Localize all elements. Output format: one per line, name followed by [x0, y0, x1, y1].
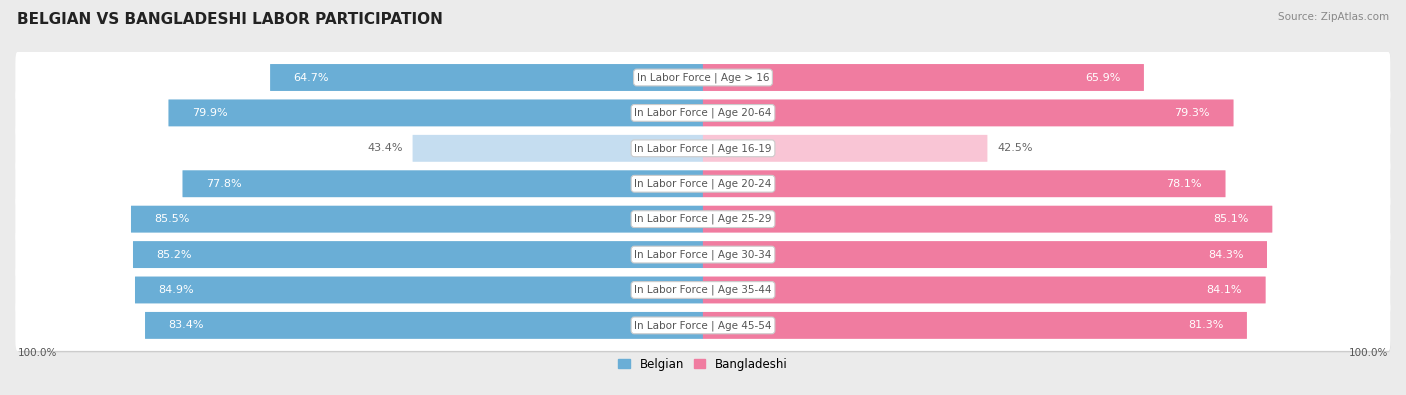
FancyBboxPatch shape: [15, 194, 1391, 245]
FancyBboxPatch shape: [703, 170, 1226, 197]
Text: 79.3%: 79.3%: [1174, 108, 1211, 118]
Text: BELGIAN VS BANGLADESHI LABOR PARTICIPATION: BELGIAN VS BANGLADESHI LABOR PARTICIPATI…: [17, 12, 443, 27]
Text: 85.2%: 85.2%: [156, 250, 193, 260]
Text: In Labor Force | Age 16-19: In Labor Force | Age 16-19: [634, 143, 772, 154]
FancyBboxPatch shape: [131, 206, 703, 233]
Text: 43.4%: 43.4%: [367, 143, 402, 153]
Text: 78.1%: 78.1%: [1167, 179, 1202, 189]
FancyBboxPatch shape: [703, 64, 1144, 91]
FancyBboxPatch shape: [15, 229, 1391, 280]
Text: 65.9%: 65.9%: [1085, 73, 1121, 83]
Text: In Labor Force | Age 20-24: In Labor Force | Age 20-24: [634, 179, 772, 189]
FancyBboxPatch shape: [15, 52, 1391, 103]
FancyBboxPatch shape: [17, 265, 1391, 317]
Text: 83.4%: 83.4%: [169, 320, 204, 330]
Text: 81.3%: 81.3%: [1188, 320, 1223, 330]
FancyBboxPatch shape: [17, 52, 1391, 104]
FancyBboxPatch shape: [270, 64, 703, 91]
FancyBboxPatch shape: [135, 276, 703, 303]
FancyBboxPatch shape: [145, 312, 703, 339]
FancyBboxPatch shape: [703, 100, 1233, 126]
FancyBboxPatch shape: [412, 135, 703, 162]
Text: In Labor Force | Age 45-54: In Labor Force | Age 45-54: [634, 320, 772, 331]
Text: In Labor Force | Age > 16: In Labor Force | Age > 16: [637, 72, 769, 83]
Text: 79.9%: 79.9%: [193, 108, 228, 118]
FancyBboxPatch shape: [17, 87, 1391, 140]
Text: In Labor Force | Age 35-44: In Labor Force | Age 35-44: [634, 285, 772, 295]
Text: 100.0%: 100.0%: [1350, 348, 1389, 358]
FancyBboxPatch shape: [17, 229, 1391, 282]
FancyBboxPatch shape: [15, 158, 1391, 209]
Text: 85.5%: 85.5%: [155, 214, 190, 224]
FancyBboxPatch shape: [703, 241, 1267, 268]
FancyBboxPatch shape: [15, 123, 1391, 174]
Text: 64.7%: 64.7%: [294, 73, 329, 83]
FancyBboxPatch shape: [15, 87, 1391, 138]
FancyBboxPatch shape: [703, 206, 1272, 233]
FancyBboxPatch shape: [703, 135, 987, 162]
Text: 84.9%: 84.9%: [159, 285, 194, 295]
FancyBboxPatch shape: [183, 170, 703, 197]
Text: 85.1%: 85.1%: [1213, 214, 1249, 224]
Text: 84.3%: 84.3%: [1208, 250, 1243, 260]
FancyBboxPatch shape: [17, 300, 1391, 352]
Text: 77.8%: 77.8%: [207, 179, 242, 189]
FancyBboxPatch shape: [17, 123, 1391, 175]
FancyBboxPatch shape: [17, 194, 1391, 246]
Legend: Belgian, Bangladeshi: Belgian, Bangladeshi: [614, 354, 792, 374]
FancyBboxPatch shape: [17, 158, 1391, 211]
Text: 100.0%: 100.0%: [17, 348, 56, 358]
Text: In Labor Force | Age 20-64: In Labor Force | Age 20-64: [634, 108, 772, 118]
FancyBboxPatch shape: [15, 300, 1391, 351]
Text: In Labor Force | Age 25-29: In Labor Force | Age 25-29: [634, 214, 772, 224]
Text: 84.1%: 84.1%: [1206, 285, 1241, 295]
FancyBboxPatch shape: [703, 276, 1265, 303]
FancyBboxPatch shape: [134, 241, 703, 268]
Text: 42.5%: 42.5%: [997, 143, 1033, 153]
FancyBboxPatch shape: [15, 265, 1391, 316]
FancyBboxPatch shape: [169, 100, 703, 126]
Text: In Labor Force | Age 30-34: In Labor Force | Age 30-34: [634, 249, 772, 260]
FancyBboxPatch shape: [703, 312, 1247, 339]
Text: Source: ZipAtlas.com: Source: ZipAtlas.com: [1278, 12, 1389, 22]
